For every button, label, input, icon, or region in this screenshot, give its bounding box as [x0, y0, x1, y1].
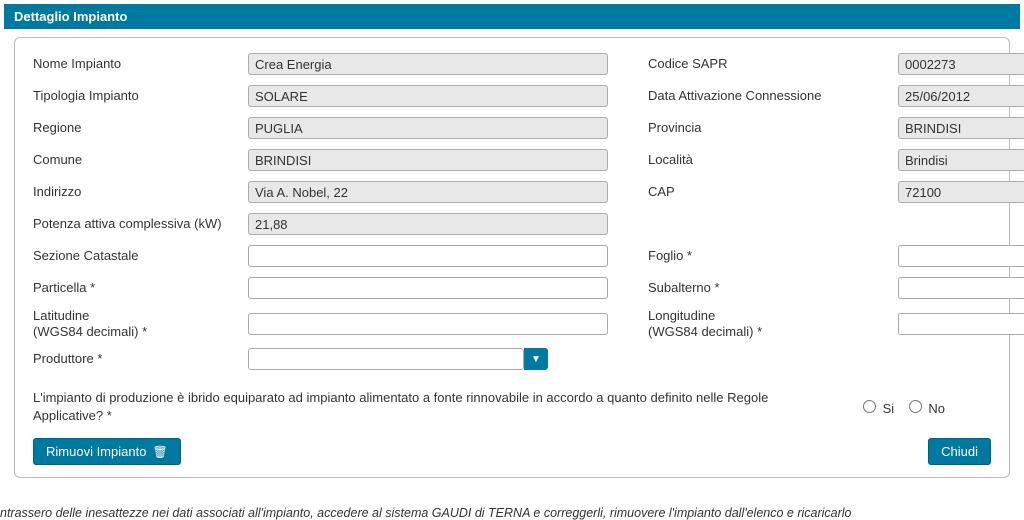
label-foglio: Foglio *: [648, 248, 898, 264]
row-nome-impianto: Nome Impianto: [33, 52, 608, 76]
input-comune: [248, 149, 608, 171]
row-tipologia-impianto: Tipologia Impianto: [33, 84, 608, 108]
input-longitudine[interactable]: [898, 313, 1024, 335]
input-indirizzo: [248, 181, 608, 203]
row-comune: Comune: [33, 148, 608, 172]
input-provincia: [898, 117, 1024, 139]
panel-title: Dettaglio Impianto: [4, 4, 1020, 29]
radio-group-ibrido: Si No: [858, 397, 991, 416]
row-codice-sapr: Codice SAPR: [648, 52, 1024, 76]
chevron-down-icon: ▼: [531, 354, 541, 365]
radio-si[interactable]: [863, 400, 876, 413]
label-cap: CAP: [648, 184, 898, 200]
left-column: Nome Impianto Tipologia Impianto Regione…: [33, 52, 608, 379]
row-foglio: Foglio *: [648, 244, 1024, 268]
panel-body: Nome Impianto Tipologia Impianto Regione…: [14, 37, 1010, 478]
rimuovi-impianto-button[interactable]: Rimuovi Impianto 🗑: [33, 438, 181, 465]
label-subalterno: Subalterno *: [648, 280, 898, 296]
input-potenza: [248, 213, 608, 235]
label-longitudine: Longitudine (WGS84 decimali) *: [648, 308, 898, 339]
button-row: Rimuovi Impianto 🗑 Chiudi: [33, 438, 991, 465]
label-potenza: Potenza attiva complessiva (kW): [33, 216, 248, 232]
label-comune: Comune: [33, 152, 248, 168]
row-produttore: Produttore * ▼: [33, 347, 608, 371]
row-localita: Località: [648, 148, 1024, 172]
trash-icon: 🗑: [152, 445, 167, 459]
row-cap: CAP: [648, 180, 1024, 204]
row-particella: Particella *: [33, 276, 608, 300]
chiudi-label: Chiudi: [941, 444, 978, 459]
radio-label-si: Si: [883, 401, 895, 416]
label-particella: Particella *: [33, 280, 248, 296]
select-produttore[interactable]: ▼: [248, 348, 548, 370]
input-particella[interactable]: [248, 277, 608, 299]
label-provincia: Provincia: [648, 120, 898, 136]
radio-no[interactable]: [909, 400, 922, 413]
input-produttore[interactable]: [248, 348, 524, 370]
input-latitudine[interactable]: [248, 313, 608, 335]
label-data-attivazione: Data Attivazione Connessione: [648, 88, 898, 104]
label-latitudine: Latitudine (WGS84 decimali) *: [33, 308, 248, 339]
input-sezione-catastale[interactable]: [248, 245, 608, 267]
input-nome-impianto: [248, 53, 608, 75]
input-foglio[interactable]: [898, 245, 1024, 267]
label-codice-sapr: Codice SAPR: [648, 56, 898, 72]
dettaglio-impianto-panel: Dettaglio Impianto Nome Impianto Tipolog…: [4, 4, 1020, 478]
question-row: L'impianto di produzione è ibrido equipa…: [33, 389, 991, 424]
input-regione: [248, 117, 608, 139]
row-indirizzo: Indirizzo: [33, 180, 608, 204]
chiudi-button[interactable]: Chiudi: [928, 438, 991, 465]
row-latitudine: Latitudine (WGS84 decimali) *: [33, 308, 608, 339]
label-indirizzo: Indirizzo: [33, 184, 248, 200]
radio-label-no: No: [928, 401, 945, 416]
label-tipologia-impianto: Tipologia Impianto: [33, 88, 248, 104]
row-regione: Regione: [33, 116, 608, 140]
form-grid: Nome Impianto Tipologia Impianto Regione…: [33, 52, 991, 379]
rimuovi-label: Rimuovi Impianto: [46, 444, 146, 459]
row-subalterno: Subalterno *: [648, 276, 1024, 300]
input-codice-sapr: [898, 53, 1024, 75]
row-provincia: Provincia: [648, 116, 1024, 140]
footer-note: ntrassero delle inesattezze nei dati ass…: [0, 506, 1024, 520]
input-localita: [898, 149, 1024, 171]
question-text: L'impianto di produzione è ibrido equipa…: [33, 389, 858, 424]
right-column: Codice SAPR Data Attivazione Connessione…: [648, 52, 1024, 379]
label-regione: Regione: [33, 120, 248, 136]
input-cap: [898, 181, 1024, 203]
row-potenza: Potenza attiva complessiva (kW): [33, 212, 608, 236]
row-longitudine: Longitudine (WGS84 decimali) *: [648, 308, 1024, 339]
row-data-attivazione: Data Attivazione Connessione: [648, 84, 1024, 108]
label-produttore: Produttore *: [33, 351, 248, 367]
label-nome-impianto: Nome Impianto: [33, 56, 248, 72]
dropdown-toggle-produttore[interactable]: ▼: [524, 348, 548, 370]
spacer: [648, 212, 1024, 236]
label-localita: Località: [648, 152, 898, 168]
input-data-attivazione: [898, 85, 1024, 107]
input-tipologia-impianto: [248, 85, 608, 107]
input-subalterno[interactable]: [898, 277, 1024, 299]
row-sezione-catastale: Sezione Catastale: [33, 244, 608, 268]
label-sezione-catastale: Sezione Catastale: [33, 248, 248, 264]
